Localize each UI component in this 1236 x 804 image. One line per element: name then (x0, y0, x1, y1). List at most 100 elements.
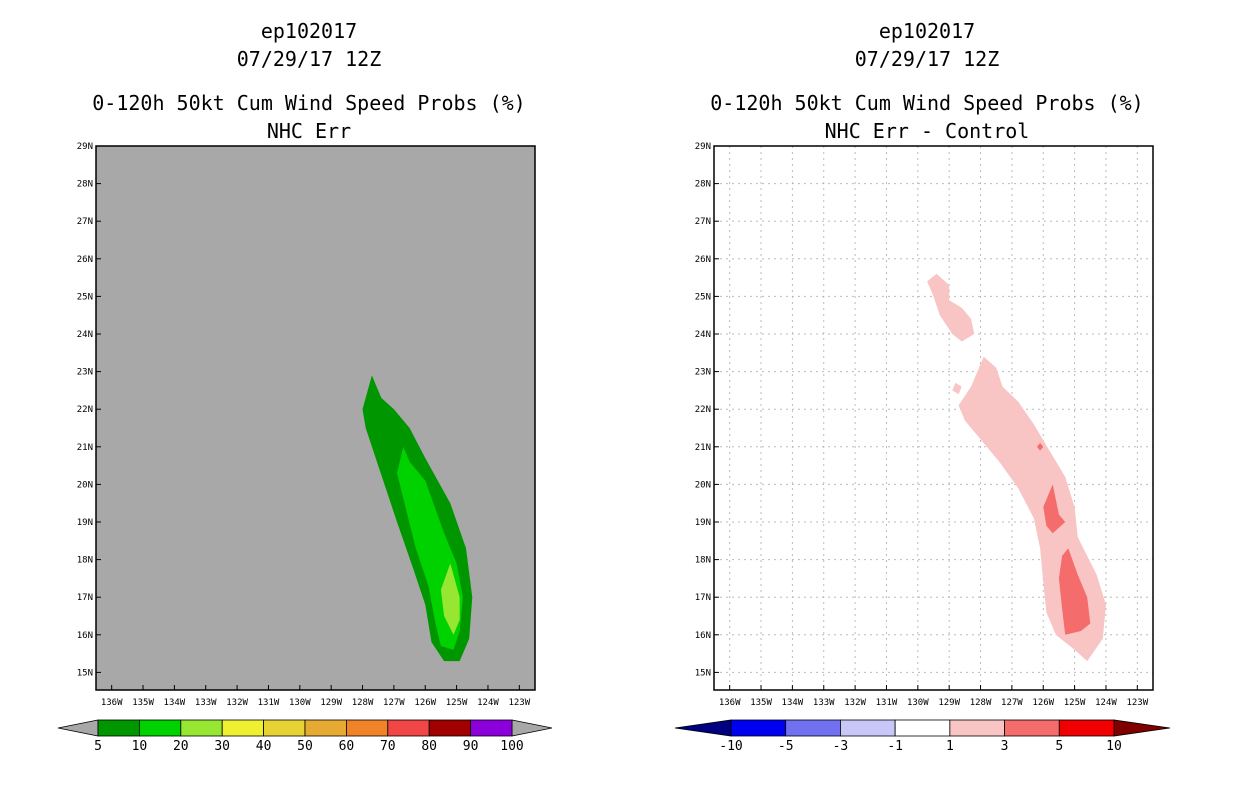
x-tick-label: 133W (195, 698, 217, 708)
colorbar-label: 40 (256, 739, 272, 754)
colorbar-label: 5 (1055, 739, 1063, 754)
colorbar-label: 10 (132, 739, 148, 754)
y-tick-label: 29N (77, 142, 93, 152)
colorbar-swatch (221, 719, 264, 737)
y-tick-label: 24N (77, 330, 93, 340)
y-tick-label: 26N (77, 255, 93, 265)
left-colorbar: 5 10 20 30 40 50 60 70 80 90 100 (57, 719, 553, 754)
colorbar-label: 10 (1106, 739, 1122, 754)
x-tick-label: 132W (226, 698, 248, 708)
y-tick-label: 19N (695, 518, 711, 528)
x-tick-label: 128W (970, 698, 992, 708)
y-tick-label: 23N (77, 368, 93, 378)
x-tick-label: 131W (258, 698, 280, 708)
left-title-line-1: ep102017 (261, 19, 357, 43)
contour-3-5 (1058, 548, 1091, 635)
plot-frame (95, 145, 536, 691)
x-tick-label: 129W (320, 698, 342, 708)
y-tick-label: 20N (77, 480, 93, 490)
colorbar-swatch (1058, 719, 1115, 737)
colorbar-label: 3 (1001, 739, 1009, 754)
x-tick-label: 127W (1001, 698, 1023, 708)
x-tick-label: 133W (813, 698, 835, 708)
colorbar-left-arrow (57, 719, 99, 737)
x-tick-label: 134W (782, 698, 804, 708)
y-tick-label: 28N (695, 180, 711, 190)
contour-3-5 (1043, 484, 1066, 534)
x-tick-label: 135W (750, 698, 772, 708)
colorbar-label: 70 (380, 739, 396, 754)
y-tick-label: 15N (77, 668, 93, 678)
y-tick-label: 21N (77, 443, 93, 453)
y-tick-label: 17N (77, 593, 93, 603)
right-title-line-2: 07/29/17 12Z (855, 47, 1000, 71)
y-tick-label: 25N (77, 292, 93, 302)
contour-1-3 (927, 273, 975, 342)
colorbar-label: 20 (173, 739, 189, 754)
right-title-line-1: ep102017 (879, 19, 975, 43)
right-title-line-4: NHC Err - Control (825, 119, 1030, 143)
right-map-panel: 136W 135W 134W 133W 132W 131W 130W 129W 128W 127W… (695, 142, 1154, 708)
x-tick-label: 131W (876, 698, 898, 708)
left-title-line-2: 07/29/17 12Z (237, 47, 382, 71)
x-tick-label: 132W (844, 698, 866, 708)
right-title-line-3: 0-120h 50kt Cum Wind Speed Probs (%) (710, 91, 1143, 115)
colorbar-label: -10 (719, 739, 742, 754)
colorbar-label: 50 (297, 739, 313, 754)
y-tick-label: 18N (77, 556, 93, 566)
plot-frame (713, 145, 1154, 691)
colorbar-swatch (840, 719, 896, 737)
left-title-line-3: 0-120h 50kt Cum Wind Speed Probs (%) (92, 91, 525, 115)
colorbar-left-arrow (674, 719, 732, 737)
colorbar-swatch (894, 719, 951, 737)
contour-3-5 (1037, 443, 1044, 451)
y-tick-label: 15N (695, 668, 711, 678)
x-tick-label: 123W (1126, 698, 1148, 708)
y-tick-label: 16N (77, 631, 93, 641)
y-tick-label: 18N (695, 556, 711, 566)
colorbar-label: -3 (833, 739, 849, 754)
x-tick-label: 135W (132, 698, 154, 708)
y-tick-label: 22N (695, 405, 711, 415)
y-tick-label: 27N (695, 217, 711, 227)
x-tick-label: 125W (1064, 698, 1086, 708)
x-tick-label: 126W (1032, 698, 1054, 708)
colorbar-swatch (949, 719, 1005, 737)
y-tick-label: 27N (77, 217, 93, 227)
x-tick-label: 134W (164, 698, 186, 708)
colorbar-right-arrow (1113, 719, 1171, 737)
y-tick-label: 20N (695, 480, 711, 490)
x-tick-label: 130W (907, 698, 929, 708)
colorbar-swatch (785, 719, 841, 737)
y-tick-label: 24N (695, 330, 711, 340)
colorbar-label: 80 (421, 739, 437, 754)
y-tick-label: 22N (77, 405, 93, 415)
y-tick-label: 26N (695, 255, 711, 265)
y-tick-label: 19N (77, 518, 93, 528)
colorbar-label: -5 (778, 739, 794, 754)
colorbar-label: 60 (339, 739, 355, 754)
x-tick-label: 136W (719, 698, 741, 708)
y-tick-label: 25N (695, 292, 711, 302)
colorbar-label: 5 (94, 739, 102, 754)
x-tick-label: 128W (352, 698, 374, 708)
x-tick-label: 129W (938, 698, 960, 708)
left-map-panel: 136W 135W 134W 133W 132W 131W 130W 129W 128W 127W… (77, 142, 536, 708)
x-tick-label: 127W (383, 698, 405, 708)
x-tick-label: 124W (1095, 698, 1117, 708)
colorbar-swatch (97, 719, 140, 737)
colorbar-swatch (138, 719, 182, 737)
colorbar-label: 1 (946, 739, 954, 754)
right-colorbar: -10 -5 -3 -1 1 3 5 10 (674, 719, 1171, 754)
colorbar-swatch (263, 719, 306, 737)
colorbar-label: 90 (463, 739, 479, 754)
colorbar-swatch (345, 719, 389, 737)
colorbar-right-arrow (511, 719, 553, 737)
left-title-line-4: NHC Err (267, 119, 351, 143)
x-tick-label: 123W (508, 698, 530, 708)
x-tick-label: 125W (446, 698, 468, 708)
colorbar-swatch (387, 719, 430, 737)
colorbar-swatch (428, 719, 472, 737)
colorbar-label: 30 (214, 739, 230, 754)
